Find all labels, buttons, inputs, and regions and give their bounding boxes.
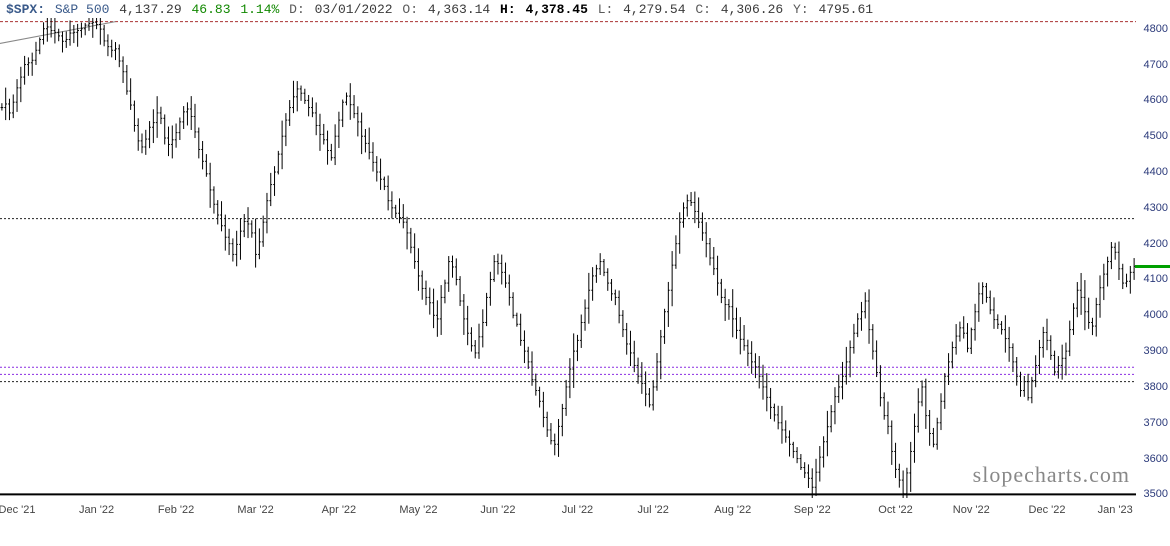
y-axis-tick: 3700 <box>1138 417 1168 429</box>
y-axis-tick: 4500 <box>1138 130 1168 142</box>
x-axis-tick: Jul '22 <box>562 504 593 516</box>
y-axis-tick: 4700 <box>1138 59 1168 71</box>
y-axis-tick: 3900 <box>1138 345 1168 357</box>
header-close: 4,306.26 <box>721 2 783 17</box>
header-low: 4,279.54 <box>623 2 685 17</box>
x-axis-tick: Nov '22 <box>953 504 990 516</box>
header-date-label: D: <box>289 2 305 17</box>
y-axis-tick: 4000 <box>1138 309 1168 321</box>
y-axis-tick: 4400 <box>1138 166 1168 178</box>
x-axis-tick: Feb '22 <box>158 504 194 516</box>
x-axis-tick: Mar '22 <box>237 504 273 516</box>
x-axis-tick: Oct '22 <box>878 504 913 516</box>
x-axis-tick: Jan '22 <box>79 504 114 516</box>
watermark-text: slopecharts.com <box>973 462 1130 488</box>
y-axis-tick: 4200 <box>1138 238 1168 250</box>
x-axis-tick: Dec '21 <box>0 504 36 516</box>
y-axis-tick: 4100 <box>1138 273 1168 285</box>
ohlc-bar-group <box>1 18 1136 498</box>
x-axis-tick: Jul '22 <box>637 504 668 516</box>
x-axis-tick: Jan '23 <box>1098 504 1133 516</box>
header-high: 4,378.45 <box>525 2 587 17</box>
header-y-value: 4795.61 <box>818 2 873 17</box>
x-axis-tick: Jun '22 <box>480 504 515 516</box>
x-axis-tick: Apr '22 <box>322 504 357 516</box>
x-axis-tick: May '22 <box>399 504 437 516</box>
y-axis-tick: 4300 <box>1138 202 1168 214</box>
x-axis-tick: Aug '22 <box>714 504 751 516</box>
y-axis-tick: 4800 <box>1138 23 1168 35</box>
y-axis-tick: 4600 <box>1138 94 1168 106</box>
x-axis-tick: Sep '22 <box>794 504 831 516</box>
x-axis-tick: Dec '22 <box>1029 504 1066 516</box>
chart-y-axis: 4800 4700 4600 4500 4400 4300 4200 4100 4000 3900… <box>1136 18 1170 498</box>
header-low-label: L: <box>598 2 614 17</box>
header-open: 4,363.14 <box>428 2 490 17</box>
header-name: S&P 500 <box>55 2 110 17</box>
header-change-pct: 1.14% <box>240 2 279 17</box>
y-axis-tick: 3600 <box>1138 453 1168 465</box>
header-y-label: Y: <box>793 2 809 17</box>
y-axis-tick: 3500 <box>1138 488 1168 500</box>
header-price: 4,137.29 <box>119 2 181 17</box>
chart-ohlc-bars <box>0 18 1136 498</box>
header-high-label: H: <box>500 2 516 17</box>
y-axis-tick: 3800 <box>1138 381 1168 393</box>
header-date: 03/01/2022 <box>315 2 393 17</box>
current-price-marker <box>1135 265 1170 268</box>
header-symbol: $SPX: <box>6 2 45 17</box>
header-close-label: C: <box>695 2 711 17</box>
chart-x-axis: Dec '21 Jan '22 Feb '22 Mar '22 Apr '22 May '… <box>0 498 1136 522</box>
chart-plot-area[interactable] <box>0 18 1136 498</box>
header-open-label: O: <box>402 2 418 17</box>
chart-header: $SPX: S&P 500 4,137.29 46.83 1.14% D: 03… <box>6 2 875 17</box>
header-change-abs: 46.83 <box>191 2 230 17</box>
